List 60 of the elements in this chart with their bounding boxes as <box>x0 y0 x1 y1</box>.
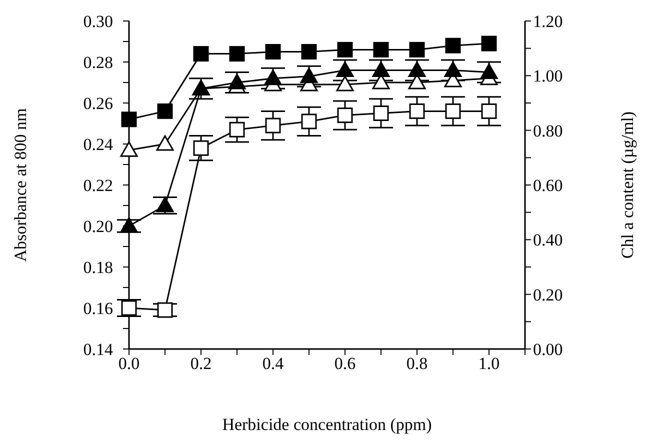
point <box>157 103 173 119</box>
point <box>444 61 462 77</box>
point <box>157 302 173 318</box>
y-tick-label: 0.22 <box>83 176 113 196</box>
point <box>121 112 137 128</box>
x-tick-label: 0.0 <box>118 354 140 374</box>
y-tick-label: 0.28 <box>83 53 113 72</box>
y2-axis-title: Chl a content (µg/ml) <box>618 111 638 259</box>
point <box>229 122 245 138</box>
y-tick-label: 0.24 <box>83 135 114 154</box>
point <box>228 74 246 90</box>
point <box>373 106 389 121</box>
point <box>336 76 354 92</box>
point <box>121 300 137 316</box>
x-axis-title: Herbicide concentration (ppm) <box>222 415 432 434</box>
y2-tick-label: 0.20 <box>533 285 563 304</box>
y-tick-label: 0.20 <box>83 217 113 236</box>
point <box>120 141 138 157</box>
y-tick-label: 0.18 <box>83 258 113 278</box>
point <box>373 42 389 58</box>
point <box>409 103 425 119</box>
point <box>300 68 318 84</box>
point <box>408 61 426 77</box>
y2-tick-label: 0.40 <box>533 230 563 250</box>
point <box>445 38 461 54</box>
point <box>156 196 174 212</box>
x-tick-label: 0.4 <box>262 354 284 374</box>
y2-tick-label: 0.80 <box>533 121 563 140</box>
point <box>481 36 497 52</box>
y-tick-label: 0.14 <box>83 340 114 360</box>
point <box>120 217 138 233</box>
point <box>301 44 317 60</box>
point <box>372 61 390 77</box>
point <box>445 103 461 119</box>
x-tick-label: 0.2 <box>190 354 212 374</box>
point <box>301 114 317 130</box>
point <box>337 42 353 58</box>
x-tick-label: 1.0 <box>478 354 500 374</box>
point <box>336 61 354 77</box>
y2-tick-label: 0.00 <box>533 340 563 360</box>
y2-tick-label: 0.60 <box>533 176 563 196</box>
point <box>480 64 498 79</box>
point <box>156 135 174 151</box>
y-axis-title: Absorbance at 800 nm <box>11 108 30 262</box>
y2-tick-label: 1.00 <box>533 66 563 86</box>
y2-tick-label: 1.20 <box>533 12 563 32</box>
point <box>265 44 281 60</box>
point <box>264 70 282 86</box>
point <box>229 46 245 62</box>
point <box>337 108 353 124</box>
y-tick-label: 0.16 <box>83 299 113 318</box>
y-tick-label: 0.26 <box>83 94 113 114</box>
y-tick-label: 0.30 <box>83 12 113 32</box>
x-tick-label: 0.8 <box>406 354 428 374</box>
point <box>409 42 425 58</box>
point <box>481 103 497 119</box>
point <box>265 118 281 134</box>
point <box>193 46 209 62</box>
x-tick-label: 0.6 <box>334 354 356 374</box>
point <box>193 140 209 156</box>
